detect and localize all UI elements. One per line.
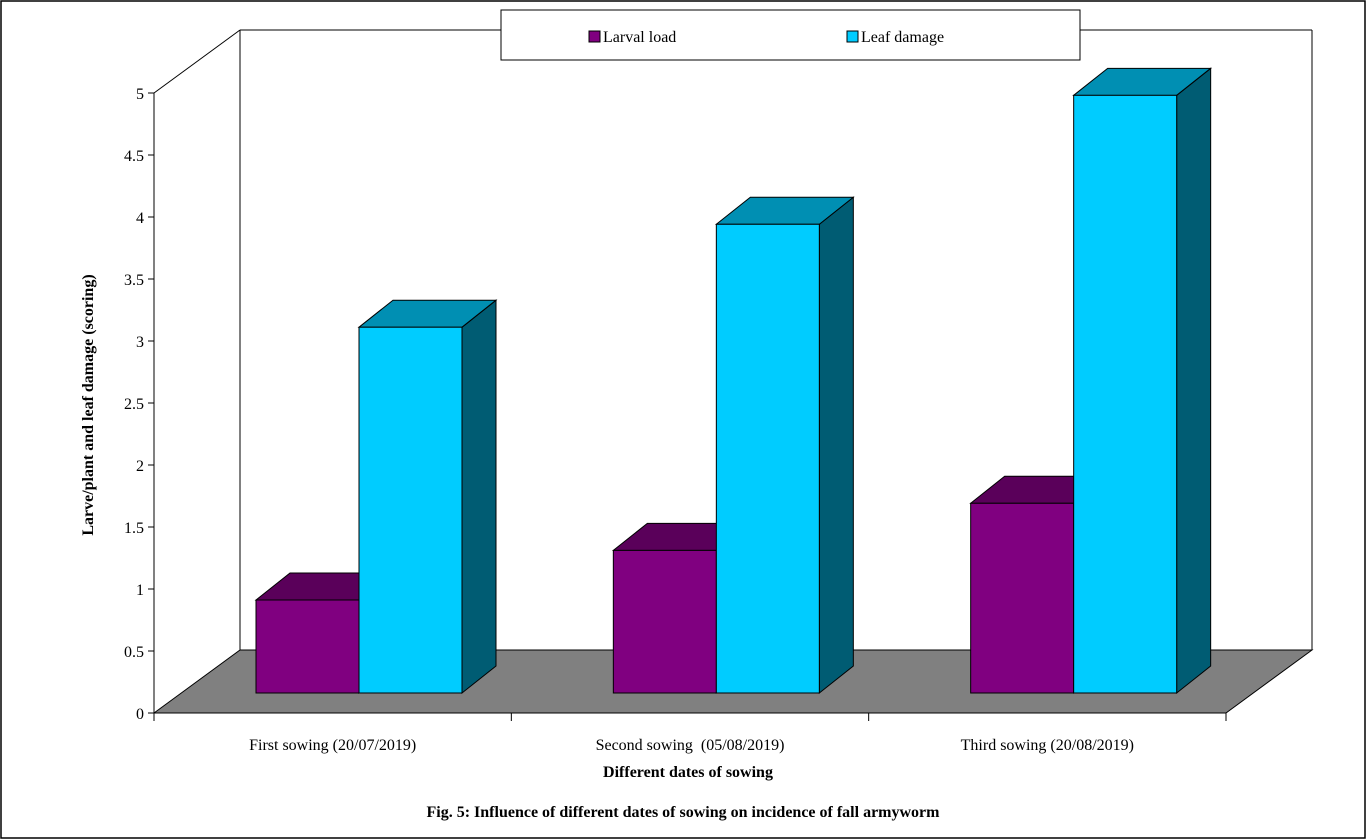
x-tick-label: Second sowing (05/08/2019) xyxy=(596,737,785,754)
legend-label-larval-load: Larval load xyxy=(603,29,676,46)
y-tick-label: 3 xyxy=(136,334,144,351)
legend: Larval load Leaf damage xyxy=(500,9,1081,61)
bar-leaf-damage xyxy=(714,196,855,695)
bar-front xyxy=(715,223,820,694)
y-tick-label: 2.5 xyxy=(124,396,144,413)
legend-label-leaf-damage: Leaf damage xyxy=(861,29,944,46)
y-tick-label: 4 xyxy=(136,210,144,227)
y-tick-label: 0.5 xyxy=(124,644,144,661)
y-tick-label: 0 xyxy=(136,706,144,723)
side-wall-top-edge xyxy=(153,29,241,94)
bar-side xyxy=(1176,67,1212,695)
y-tick-label: 3.5 xyxy=(124,272,144,289)
bar-series xyxy=(254,67,1213,695)
x-tick-label: First sowing (20/07/2019) xyxy=(249,737,416,754)
y-tick-label: 2 xyxy=(136,458,144,475)
y-axis: 0 0.5 1 1.5 2 2.5 3 3.5 4 4.5 5 xyxy=(124,86,155,723)
bar-leaf-damage xyxy=(357,299,498,695)
legend-swatch-larval-load xyxy=(588,30,601,43)
x-tick-label: Third sowing (20/08/2019) xyxy=(961,737,1134,754)
y-tick-label: 4.5 xyxy=(124,148,144,165)
x-axis: First sowing (20/07/2019) Second sowing (… xyxy=(153,712,1227,754)
bar-leaf-damage xyxy=(1072,67,1213,695)
y-tick-label: 1 xyxy=(136,582,144,599)
bar-side xyxy=(461,299,497,695)
bar-front xyxy=(255,599,360,694)
legend-swatch-leaf-damage xyxy=(846,30,859,43)
bar-front xyxy=(358,326,463,694)
figure-caption: Fig. 5: Influence of different dates of … xyxy=(427,804,941,821)
y-tick-label: 5 xyxy=(136,86,144,103)
bar-side xyxy=(818,196,854,695)
x-axis-title: Different dates of sowing xyxy=(603,764,773,781)
bar-front xyxy=(1073,94,1178,694)
bar-front xyxy=(612,549,717,694)
bar-front xyxy=(970,502,1075,694)
y-axis-title: Larve/plant and leaf damage (scoring) xyxy=(80,274,97,535)
y-tick-label: 1.5 xyxy=(124,520,144,537)
legend-box xyxy=(500,9,1081,61)
